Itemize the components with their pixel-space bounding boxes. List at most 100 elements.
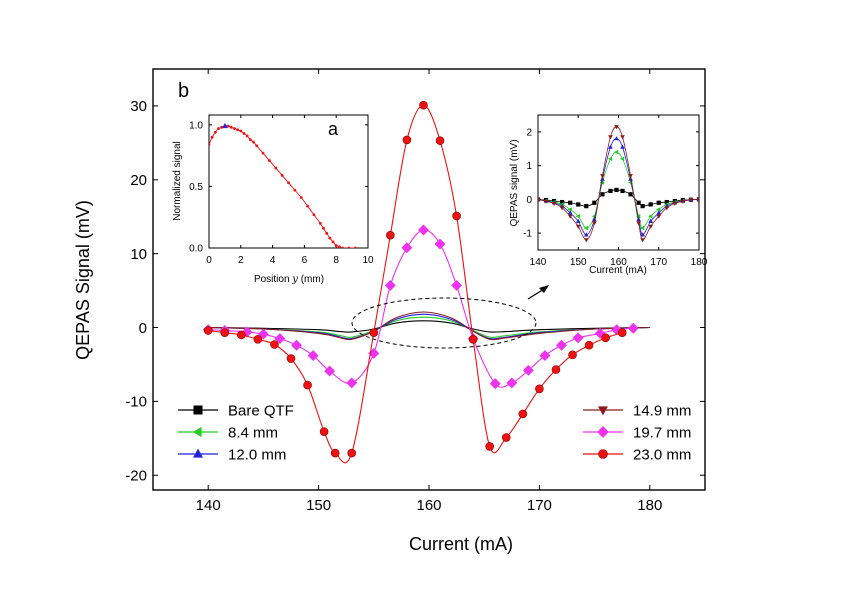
inset-zoom-point: [648, 224, 654, 229]
legend-marker: [598, 406, 608, 416]
y-tick-label: 1: [526, 161, 532, 172]
data-point: [501, 433, 511, 442]
inset-a-point: [210, 135, 214, 139]
inset-zoom-y-ticks: -1 0 1 2: [523, 127, 699, 240]
inset-zoom-point: [628, 176, 633, 181]
inset-zoom-point: [640, 238, 645, 243]
inset-zoom-point: [592, 217, 597, 222]
inset-zoom-point: [640, 225, 645, 231]
inset-a-point: [337, 245, 341, 248]
inset-a-point: [299, 196, 303, 199]
data-point: [324, 365, 336, 377]
inset-zoom-point: [640, 204, 645, 209]
inset-a-highlight-point: [222, 122, 228, 129]
inset-a-point: [268, 159, 271, 162]
legend-label: 23.0 mm: [633, 447, 691, 464]
legend-marker: [193, 448, 203, 458]
legend-marker: [597, 426, 609, 438]
data-point: [237, 330, 246, 340]
inset-zoom-point: [583, 232, 589, 237]
data-point: [220, 328, 230, 337]
inset-zoom-point: [636, 221, 641, 226]
inset-zoom-point: [538, 197, 541, 202]
inset-a-point: [312, 213, 316, 217]
data-point: [518, 409, 528, 419]
inset-zoom-point: [664, 199, 669, 205]
legend-marker: [192, 427, 202, 437]
inset-a-point: [322, 226, 325, 230]
legend-marker: [193, 405, 203, 415]
inset-zoom-point: [664, 206, 670, 211]
inset-a-point: [233, 127, 236, 130]
inset-zoom-point: [592, 200, 597, 205]
y-tick-label: 10: [130, 246, 147, 263]
inset-a-x-axis-label: Position y (mm): [254, 274, 324, 285]
inset-zoom-point: [592, 221, 597, 226]
inset-zoom-chart: 140 150 160 170 180 -1 0 1 2 Current (mA) QEPAS…: [509, 114, 708, 276]
data-point: [611, 324, 623, 336]
inset-a-point: [331, 240, 335, 244]
x-tick-label: 170: [527, 497, 552, 514]
inset-zoom-point: [648, 213, 653, 219]
data-point: [572, 332, 584, 344]
zoom-arrow-head: [539, 285, 549, 293]
inset-a-point: [328, 236, 332, 240]
panel-a-label: a: [328, 119, 339, 139]
x-tick-label: 160: [416, 497, 441, 514]
inset-zoom-point: [614, 136, 619, 141]
panel-b-label: b: [178, 80, 189, 102]
x-tick-label: 8: [333, 255, 339, 266]
inset-zoom-point: [608, 135, 613, 140]
data-point: [452, 211, 461, 221]
x-tick-label: 150: [570, 257, 587, 268]
data-point: [506, 377, 518, 389]
y-tick-label: 20: [130, 172, 147, 189]
inset-zoom-point: [567, 214, 573, 219]
y-tick-label: 0.0: [189, 244, 203, 255]
inset-zoom-point: [567, 207, 572, 212]
inset-a-point: [353, 246, 357, 248]
data-point: [468, 335, 478, 344]
main-x-axis-label: Current (mA): [409, 534, 513, 554]
data-point: [386, 230, 395, 240]
inset-zoom-point: [576, 202, 581, 207]
inset-a-point: [239, 129, 243, 133]
y-tick-label: 0: [139, 320, 147, 337]
series-line-8-4-mm: [208, 316, 650, 338]
data-point: [434, 238, 446, 250]
inset-zoom-point: [636, 200, 641, 205]
inset-zoom-point: [543, 199, 549, 204]
inset-zoom-point: [640, 232, 645, 237]
inset-zoom-point: [583, 238, 589, 243]
inset-zoom-point: [567, 210, 573, 215]
main-y-axis-label: QEPAS Signal (mV): [73, 200, 93, 360]
series-line-19-7-mm: [208, 229, 634, 388]
inset-a-point: [306, 204, 309, 208]
data-point: [535, 384, 544, 394]
inset-a-point: [229, 125, 233, 129]
inset-zoom-point: [620, 144, 625, 149]
data-point: [522, 364, 534, 376]
inset-zoom-point: [628, 174, 633, 179]
data-point: [584, 340, 594, 350]
data-point: [556, 339, 567, 351]
x-tick-label: 2: [238, 255, 244, 266]
inset-a-point: [274, 166, 278, 170]
inset-zoom-line: [538, 189, 699, 207]
legend-label: Bare QTF: [228, 403, 294, 420]
data-point: [319, 427, 329, 436]
data-point: [485, 442, 495, 451]
data-point: [346, 377, 358, 389]
data-point: [270, 340, 279, 349]
inset-zoom-point: [620, 135, 625, 140]
inset-zoom-point: [614, 125, 619, 130]
x-tick-label: 170: [650, 257, 667, 268]
data-point: [418, 224, 429, 236]
x-tick-label: 10: [362, 255, 374, 266]
x-tick-label: 140: [196, 497, 221, 514]
inset-zoom-point: [656, 207, 661, 212]
inset-zoom-point: [620, 188, 625, 194]
inset-a-point: [242, 132, 246, 135]
inset-zoom-x-axis-label: Current (mA): [589, 265, 647, 276]
